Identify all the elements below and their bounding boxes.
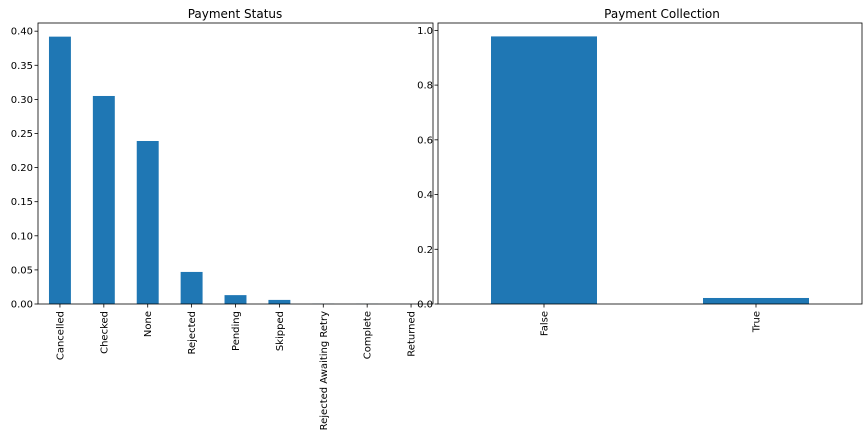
x-tick-label: False [540, 311, 551, 336]
y-tick-label: 0.15 [11, 197, 33, 208]
y-tick-label: 0.30 [11, 95, 33, 106]
y-tick-label: 0.2 [417, 245, 433, 256]
y-axis: 0.0 0.2 0.4 0.6 0.8 1.0 [417, 26, 438, 311]
x-tick-label: Rejected [187, 311, 198, 355]
y-tick-label: 0.25 [11, 129, 33, 140]
y-tick-label: 0.35 [11, 61, 33, 72]
y-tick-label: 0.05 [11, 265, 33, 276]
chart-title: Payment Collection [604, 7, 720, 21]
y-tick-label: 0.00 [11, 300, 33, 311]
payment-collection-chart: Payment Collection 0.0 0.2 0.4 0.6 0.8 1.0 Fa… [417, 7, 863, 336]
y-tick-label: 0.0 [417, 300, 433, 311]
x-tick-label: Pending [231, 311, 242, 351]
x-axis: False True [540, 304, 763, 336]
y-axis: 0.00 0.05 0.10 0.15 0.20 0.25 0.30 0.35 0.40 [11, 27, 38, 311]
x-tick-label: Checked [99, 311, 110, 354]
x-tick-label: True [752, 311, 763, 333]
y-tick-label: 0.10 [11, 231, 33, 242]
plot-frame [37, 22, 434, 305]
y-tick-label: 1.0 [417, 26, 433, 37]
bar-none [136, 140, 159, 304]
bar-true [703, 297, 809, 304]
x-axis: Cancelled Checked None Rejected Pending Skipp… [55, 304, 418, 430]
payment-status-chart: Payment Status 0.000.050.100.150.200.250… [11, 7, 434, 430]
x-tick-label: None [143, 311, 154, 337]
bar-pending [224, 295, 247, 304]
x-tick-label: Rejected Awaiting Retry [319, 311, 330, 430]
x-tick-label: Returned [407, 311, 418, 357]
y-tick-label: 0.8 [417, 81, 433, 92]
x-tick-label: Complete [363, 311, 374, 359]
x-tick-label: Skipped [275, 311, 286, 351]
y-tick-label: 0.6 [417, 135, 433, 146]
y-tick-label: 0.40 [11, 27, 33, 38]
plot-frame [437, 22, 863, 305]
y-tick-label: 0.4 [417, 190, 433, 201]
bar-cancelled [48, 36, 71, 304]
x-tick-label: Cancelled [55, 311, 66, 360]
bar-checked [92, 95, 115, 304]
bars-group [48, 36, 423, 304]
bar-false [491, 36, 597, 304]
bars-group [491, 36, 809, 304]
y-tick-label: 0.20 [11, 163, 33, 174]
bar-rejected [180, 271, 203, 304]
bar-skipped [268, 299, 291, 304]
chart-title: Payment Status [188, 7, 283, 21]
